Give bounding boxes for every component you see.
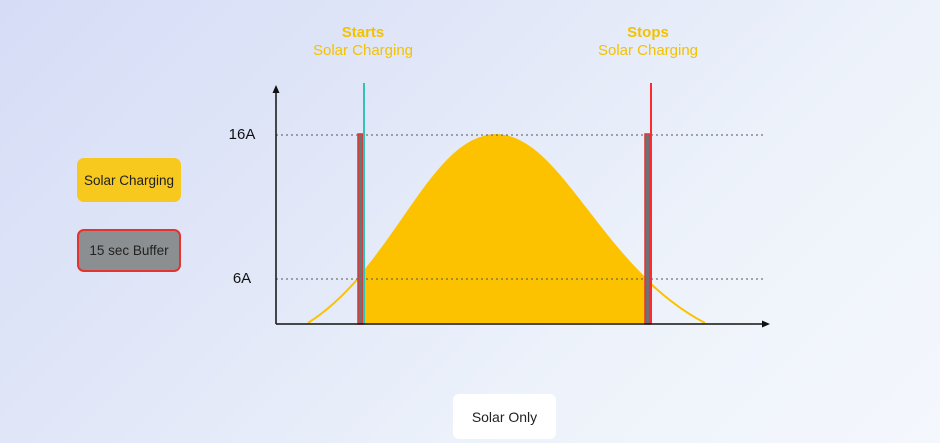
start-buffer-bar — [357, 133, 364, 325]
stop-header-title: Stops — [627, 24, 669, 41]
start-header-title: Starts — [341, 24, 385, 41]
stop-buffer-bar — [644, 133, 651, 325]
stop-header-subtitle: Solar Charging — [597, 42, 699, 59]
tick-label-16a: 16A — [229, 126, 256, 143]
start-header-subtitle: Solar Charging — [312, 42, 414, 59]
solar-only-button[interactable]: Solar Only — [453, 394, 556, 439]
start-charging-header: Starts Solar Charging — [283, 24, 443, 60]
y-axis-arrow — [272, 85, 280, 93]
stop-charging-header: Stops Solar Charging — [568, 24, 728, 60]
x-axis-arrow — [762, 320, 770, 328]
legend-buffer: 15 sec Buffer — [77, 229, 181, 272]
tick-label-6a: 6A — [233, 270, 251, 287]
legend-solar-charging: Solar Charging — [77, 158, 181, 202]
solar-charging-area — [361, 135, 648, 323]
